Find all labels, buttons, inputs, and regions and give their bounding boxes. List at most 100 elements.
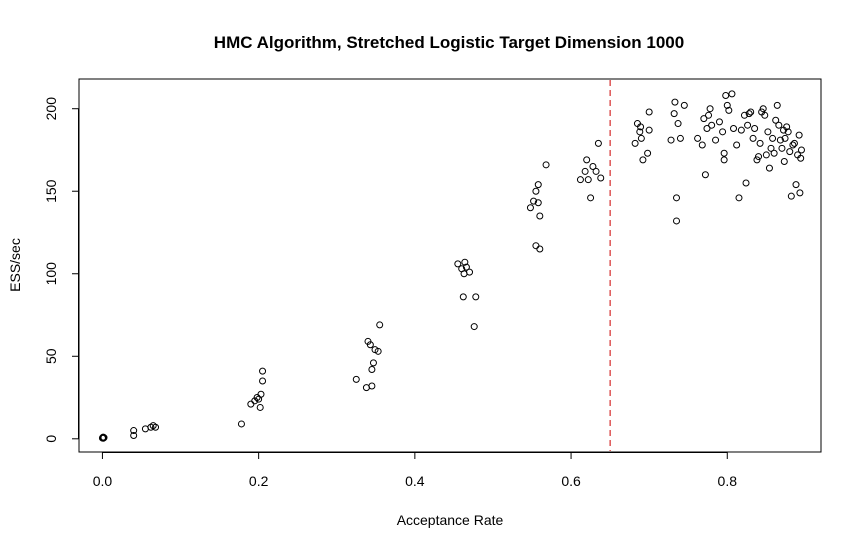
data-point bbox=[257, 390, 265, 398]
data-point bbox=[637, 123, 645, 131]
x-tick-label: 0.2 bbox=[249, 473, 269, 489]
data-point bbox=[130, 431, 138, 439]
data-point bbox=[767, 144, 775, 152]
data-point bbox=[583, 156, 591, 164]
data-point bbox=[680, 101, 688, 109]
data-point bbox=[797, 146, 805, 154]
data-point bbox=[530, 197, 538, 205]
y-tick-label: 50 bbox=[43, 348, 59, 364]
data-point bbox=[698, 141, 706, 149]
data-point bbox=[534, 181, 542, 189]
data-point bbox=[542, 161, 550, 169]
data-point bbox=[751, 125, 759, 133]
x-axis: 0.0 0.2 0.4 0.6 0.8 bbox=[93, 452, 738, 489]
data-point bbox=[770, 149, 778, 157]
data-point bbox=[645, 108, 653, 116]
data-point bbox=[454, 260, 462, 268]
data-point bbox=[466, 268, 474, 276]
y-tick-label: 0 bbox=[43, 435, 59, 443]
data-point bbox=[720, 149, 728, 157]
data-point bbox=[759, 105, 767, 113]
data-point bbox=[700, 115, 708, 123]
data-point bbox=[100, 434, 108, 442]
data-point bbox=[756, 139, 764, 147]
data-point bbox=[259, 367, 267, 375]
y-axis: 0 50 100 150 200 bbox=[43, 97, 79, 443]
y-tick-label: 100 bbox=[43, 262, 59, 286]
y-axis-label: ESS/sec bbox=[7, 238, 23, 292]
x-tick-label: 0.4 bbox=[405, 473, 425, 489]
data-point bbox=[671, 98, 679, 106]
y-tick-label: 150 bbox=[43, 179, 59, 203]
data-point bbox=[645, 126, 653, 134]
data-point bbox=[790, 139, 798, 147]
data-point bbox=[764, 128, 772, 136]
data-point bbox=[532, 187, 540, 195]
data-point bbox=[376, 321, 384, 329]
y-tick-label: 200 bbox=[43, 97, 59, 121]
data-point bbox=[797, 154, 805, 162]
data-point bbox=[639, 156, 647, 164]
data-point bbox=[237, 420, 245, 428]
data-point bbox=[673, 217, 681, 225]
data-point bbox=[152, 423, 160, 431]
data-point bbox=[368, 382, 376, 390]
data-point bbox=[783, 123, 791, 131]
data-point bbox=[728, 90, 736, 98]
data-point bbox=[259, 377, 267, 385]
data-point bbox=[781, 134, 789, 142]
data-point bbox=[587, 194, 595, 202]
data-point bbox=[637, 134, 645, 142]
data-point bbox=[581, 167, 589, 175]
data-point bbox=[747, 108, 755, 116]
data-point bbox=[526, 204, 534, 212]
data-point bbox=[780, 158, 788, 166]
data-point bbox=[719, 128, 727, 136]
data-point bbox=[366, 341, 374, 349]
data-point bbox=[722, 92, 730, 100]
data-point bbox=[636, 128, 644, 136]
data-point bbox=[735, 194, 743, 202]
data-point bbox=[712, 136, 720, 144]
data-point bbox=[762, 151, 770, 159]
data-point bbox=[749, 134, 757, 142]
data-point bbox=[786, 148, 794, 156]
data-point bbox=[765, 164, 773, 172]
data-point bbox=[701, 171, 709, 179]
data-point bbox=[534, 199, 542, 207]
data-point bbox=[778, 144, 786, 152]
x-tick-label: 0.0 bbox=[93, 473, 113, 489]
data-point bbox=[742, 179, 750, 187]
data-point bbox=[461, 258, 469, 266]
data-point bbox=[670, 110, 678, 118]
data-point bbox=[592, 167, 600, 175]
data-point bbox=[789, 141, 797, 149]
chart-title: HMC Algorithm, Stretched Logistic Target… bbox=[214, 33, 684, 52]
data-point bbox=[576, 176, 584, 184]
data-point bbox=[784, 128, 792, 136]
data-point bbox=[459, 293, 467, 301]
data-point bbox=[773, 101, 781, 109]
data-point bbox=[733, 141, 741, 149]
data-point bbox=[674, 120, 682, 128]
data-point bbox=[597, 174, 605, 182]
data-point bbox=[673, 194, 681, 202]
data-point bbox=[247, 400, 255, 408]
data-point bbox=[703, 125, 711, 133]
data-point bbox=[796, 189, 804, 197]
data-point bbox=[694, 134, 702, 142]
data-point bbox=[374, 347, 382, 355]
data-point bbox=[725, 106, 733, 114]
data-point bbox=[740, 111, 748, 119]
x-tick-label: 0.8 bbox=[718, 473, 738, 489]
data-point bbox=[723, 101, 731, 109]
data-point bbox=[352, 375, 360, 383]
data-point bbox=[256, 403, 264, 411]
x-tick-label: 0.6 bbox=[561, 473, 581, 489]
data-point bbox=[368, 365, 376, 373]
data-point bbox=[462, 263, 470, 271]
data-point bbox=[772, 116, 780, 124]
data-point bbox=[787, 192, 795, 200]
data-point bbox=[792, 181, 800, 189]
